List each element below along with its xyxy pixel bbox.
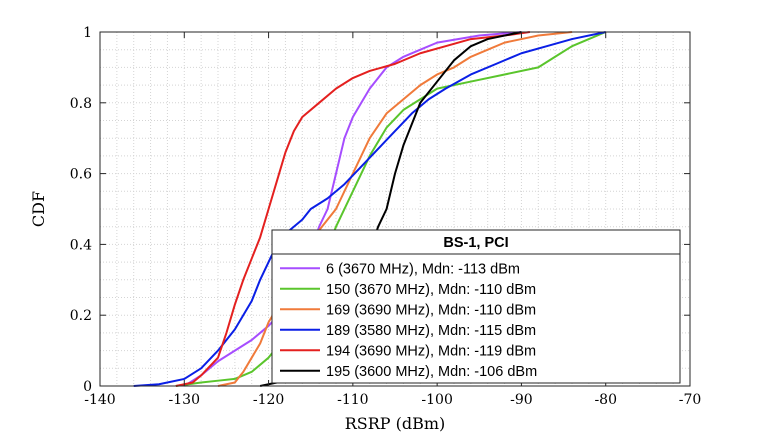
x-tick-label: -110 — [337, 392, 368, 408]
series-line-2 — [217, 31, 573, 387]
y-tick-label: 0.6 — [70, 167, 92, 183]
y-tick-label: 0.8 — [70, 96, 92, 112]
y-tick-label: 1 — [83, 25, 92, 41]
y-tick-label: 0.4 — [70, 237, 92, 253]
x-axis-label: RSRP (dBm) — [345, 414, 446, 433]
x-tick-label: -120 — [253, 392, 284, 408]
series-line-0 — [183, 31, 522, 387]
plot-frame — [99, 31, 691, 387]
x-tick-label: -100 — [421, 392, 452, 408]
x-tick-label: -80 — [594, 392, 617, 408]
legend-label-2: 169 (3690 MHz), Mdn: -110 dBm — [326, 302, 536, 318]
x-tick-label: -130 — [169, 392, 200, 408]
legend: BS-1, PCI 6 (3670 MHz), Mdn: -113 dBm 150… — [271, 229, 681, 384]
x-tick-label: -70 — [679, 392, 702, 408]
y-axis-label: CDF — [29, 191, 48, 227]
legend-label-5: 195 (3600 MHz), Mdn: -106 dBm — [326, 364, 537, 380]
series-line-4 — [175, 31, 530, 387]
legend-title: BS-1, PCI — [443, 235, 508, 251]
legend-label-4: 194 (3690 MHz), Mdn: -119 dBm — [326, 343, 536, 359]
x-tick-label: -90 — [510, 392, 533, 408]
axis-ticks: -140 -130 -120 -110 -100 -90 -80 -70 0 0.2 0.4 0.6 0… — [70, 25, 702, 408]
legend-box — [271, 229, 681, 384]
y-tick-label: 0.2 — [70, 308, 92, 324]
legend-label-1: 150 (3670 MHz), Mdn: -110 dBm — [326, 282, 536, 298]
x-tick-label: -140 — [84, 392, 115, 408]
series-line-1 — [175, 31, 607, 387]
legend-label-0: 6 (3670 MHz), Mdn: -113 dBm — [326, 261, 520, 277]
legend-label-3: 189 (3580 MHz), Mdn: -115 dBm — [326, 323, 536, 339]
legend-items: 6 (3670 MHz), Mdn: -113 dBm 150 (3670 MHz… — [280, 261, 537, 380]
y-tick-label: 0 — [83, 379, 92, 395]
